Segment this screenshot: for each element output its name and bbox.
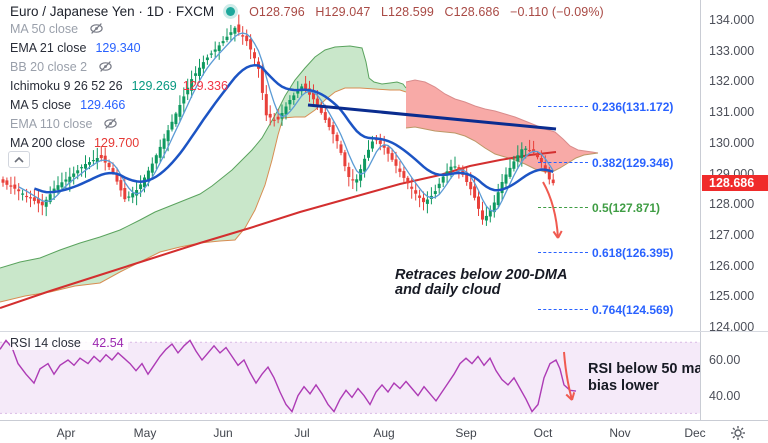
rsi-line (0, 339, 577, 413)
rsi-legend[interactable]: RSI 14 close 42.54 (10, 336, 128, 350)
open-value: O128.796 (249, 4, 305, 19)
indicator-value: 129.700 (94, 135, 140, 150)
ohlc-readout: O128.796 H129.047 L128.599 C128.686 −0.1… (249, 5, 611, 19)
price-axis-label: 127.000 (709, 228, 755, 242)
indicator-value: 129.336 (182, 78, 228, 93)
price-axis-label: 124.000 (709, 320, 755, 334)
fib-level-label: 0.236(131.172) (592, 100, 674, 114)
down-arrow-main (542, 181, 563, 239)
price-axis-label: 132.000 (709, 74, 755, 88)
legend-row-bb-20-close-2[interactable]: BB 20 close 2 (10, 57, 611, 76)
fib-level-label: 0.382(129.346) (592, 156, 674, 170)
price-axis[interactable]: 128.686 134.000 133.000 132.000 131.000 130.… (700, 0, 768, 420)
change-value: −0.110 (−0.09%) (510, 4, 604, 19)
rsi-axis-label: 60.00 (709, 353, 741, 367)
time-axis[interactable]: Apr May Jun Jul Aug Sep Oct Nov Dec (0, 420, 768, 443)
gear-icon (731, 426, 745, 440)
fib-level-label: 0.764(124.569) (592, 303, 674, 317)
fib-level-line[interactable] (538, 309, 588, 310)
time-axis-label-jun[interactable]: Jun (213, 426, 233, 440)
ma200-line (0, 151, 557, 309)
legend-row-ma-50-close[interactable]: MA 50 close (10, 19, 611, 38)
legend-panel: Euro / Japanese Yen · 1D · FXCM O128.796… (8, 4, 611, 168)
last-price-badge: 128.686 (702, 175, 768, 191)
rsi-legend-value: 42.54 (92, 336, 124, 350)
time-axis-label-may[interactable]: May (133, 426, 157, 440)
rsi-pane[interactable] (0, 339, 700, 414)
price-axis-label: 126.000 (709, 259, 755, 273)
annotation-rsi: RSI below 50 mark, bias lower (588, 361, 721, 394)
legend-row-ichimoku-9-26-52-26[interactable]: Ichimoku 9 26 52 26 129.269 129.336 (10, 78, 228, 93)
eye-off-icon[interactable] (89, 22, 104, 35)
bullish-ichimoku-cloud (0, 45, 407, 303)
close-value: C128.686 (444, 4, 500, 19)
price-axis-label: 128.000 (709, 197, 755, 211)
time-axis-settings-button[interactable] (730, 425, 746, 441)
time-axis-label-sep[interactable]: Sep (455, 426, 477, 440)
fib-level-line[interactable] (538, 106, 588, 107)
legend-row-ma-5-close[interactable]: MA 5 close 129.466 (10, 97, 126, 112)
descending-trendline[interactable] (307, 103, 557, 131)
legend-row-ema-110-close[interactable]: EMA 110 close (10, 114, 611, 133)
pane-separator[interactable] (0, 331, 768, 332)
ma5-line (18, 32, 554, 213)
fib-level-label: 0.618(126.395) (592, 246, 674, 260)
chevron-up-icon (14, 156, 24, 163)
indicator-legend-list: MA 50 close EMA 21 close 129.340 BB 20 clos… (10, 19, 611, 152)
fib-level-label: 0.5(127.871) (592, 201, 661, 215)
indicator-value: 129.340 (95, 40, 141, 55)
legend-row-ema-21-close[interactable]: EMA 21 close 129.340 (10, 40, 141, 55)
fib-level-line[interactable] (538, 207, 588, 208)
low-value: L128.599 (381, 4, 434, 19)
down-arrow-rsi (563, 351, 576, 401)
eye-off-icon[interactable] (98, 60, 113, 73)
connection-status-dot (226, 7, 236, 16)
fib-level-line[interactable] (538, 252, 588, 253)
legend-row-ma-200-close[interactable]: MA 200 close 129.700 (10, 135, 140, 150)
price-axis-label: 130.000 (709, 136, 755, 150)
eye-off-icon[interactable] (103, 117, 118, 130)
indicator-value: 129.269 (131, 78, 177, 93)
legend-collapse-button[interactable] (8, 151, 30, 168)
high-value: H129.047 (315, 4, 371, 19)
price-axis-label: 131.000 (709, 105, 755, 119)
time-axis-label-nov[interactable]: Nov (609, 426, 631, 440)
time-axis-label-apr[interactable]: Apr (56, 426, 76, 440)
time-axis-label-oct[interactable]: Oct (533, 426, 553, 440)
price-axis-label: 134.000 (709, 13, 755, 27)
time-axis-label-aug[interactable]: Aug (373, 426, 395, 440)
time-axis-label-jul[interactable]: Jul (294, 426, 310, 440)
candlestick-series (1, 14, 555, 226)
annotation-main: Retraces below 200-DMA and daily cloud (395, 267, 568, 298)
rsi-legend-label: RSI 14 close (10, 336, 81, 350)
ema21-line (34, 63, 554, 194)
symbol-title-row[interactable]: Euro / Japanese Yen · 1D · FXCM O128.796… (10, 4, 611, 19)
symbol-title[interactable]: Euro / Japanese Yen · 1D · FXCM (10, 4, 215, 19)
rsi-axis-label: 40.00 (709, 389, 741, 403)
time-axis-label-dec[interactable]: Dec (684, 426, 706, 440)
fib-level-line[interactable] (538, 162, 588, 163)
price-axis-label: 125.000 (709, 289, 755, 303)
price-axis-label: 133.000 (709, 44, 755, 58)
indicator-value: 129.466 (80, 97, 126, 112)
